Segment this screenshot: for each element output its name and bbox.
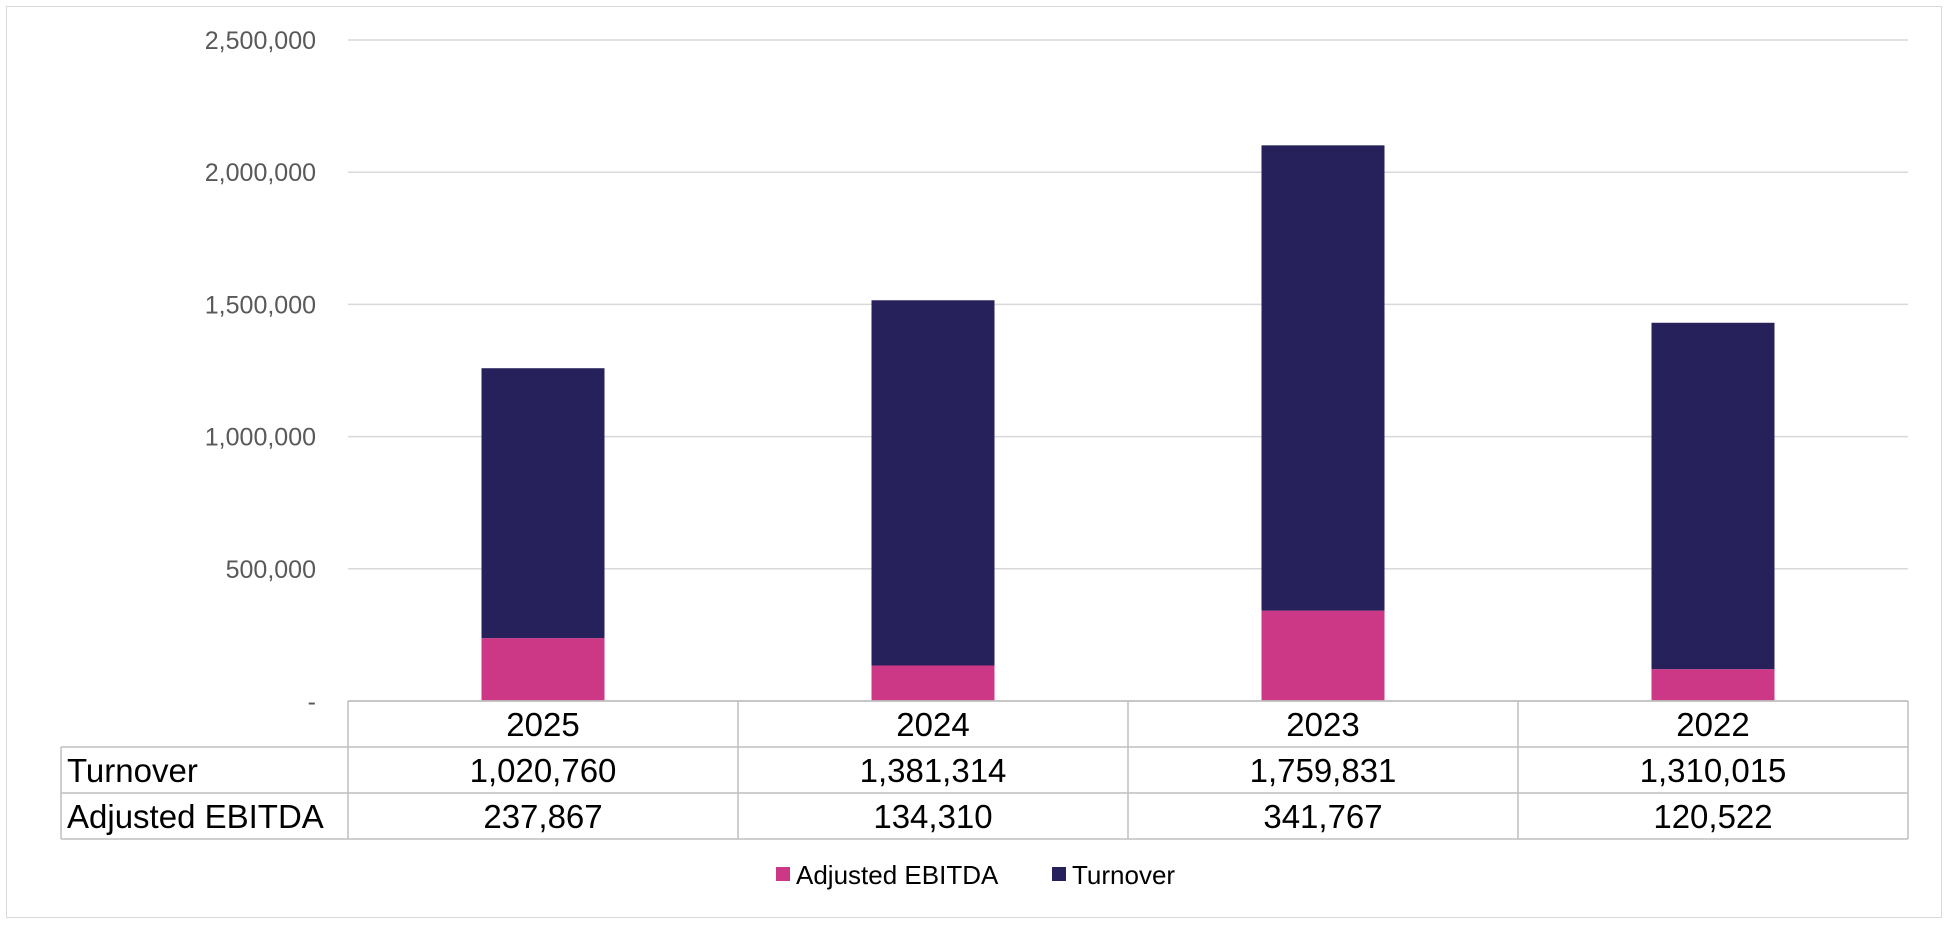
y-tick-label: 1,000,000 <box>205 424 316 452</box>
bar-adjusted-ebitda-2023 <box>1261 610 1385 701</box>
data-label: 1,020,760 <box>470 752 617 789</box>
y-tick-label: 2,500,000 <box>205 27 316 55</box>
bar-adjusted-ebitda-2025 <box>481 638 605 701</box>
data-label: 1,310,015 <box>1640 752 1787 789</box>
data-label: 120,522 <box>1653 798 1772 835</box>
legend-swatch <box>1052 867 1066 881</box>
y-tick-label: 2,000,000 <box>205 159 316 187</box>
data-label: 237,867 <box>483 798 602 835</box>
y-tick-label: - <box>308 688 316 716</box>
bar-turnover-2025 <box>481 368 605 639</box>
data-label: 1,759,831 <box>1250 752 1397 789</box>
y-tick-label: 500,000 <box>226 556 316 584</box>
bar-adjusted-ebitda-2024 <box>871 665 995 701</box>
bar-adjusted-ebitda-2022 <box>1651 669 1775 701</box>
x-tick-label: 2022 <box>1676 706 1749 743</box>
bar-turnover-2024 <box>871 300 995 666</box>
data-label: 341,767 <box>1263 798 1382 835</box>
data-label: 1,381,314 <box>860 752 1007 789</box>
table-row-label: Adjusted EBITDA <box>67 798 324 835</box>
x-tick-label: 2023 <box>1286 706 1359 743</box>
table-row-label: Turnover <box>67 752 198 789</box>
legend-entry: Adjusted EBITDA <box>796 860 999 890</box>
x-tick-label: 2025 <box>506 706 579 743</box>
bar-turnover-2023 <box>1261 145 1385 611</box>
bar-turnover-2022 <box>1651 322 1775 670</box>
data-label: 134,310 <box>873 798 992 835</box>
chart-frame <box>6 6 1942 918</box>
legend-entry: Turnover <box>1072 860 1175 890</box>
y-tick-label: 1,500,000 <box>205 291 316 319</box>
legend-swatch <box>776 867 790 881</box>
x-tick-label: 2024 <box>896 706 969 743</box>
